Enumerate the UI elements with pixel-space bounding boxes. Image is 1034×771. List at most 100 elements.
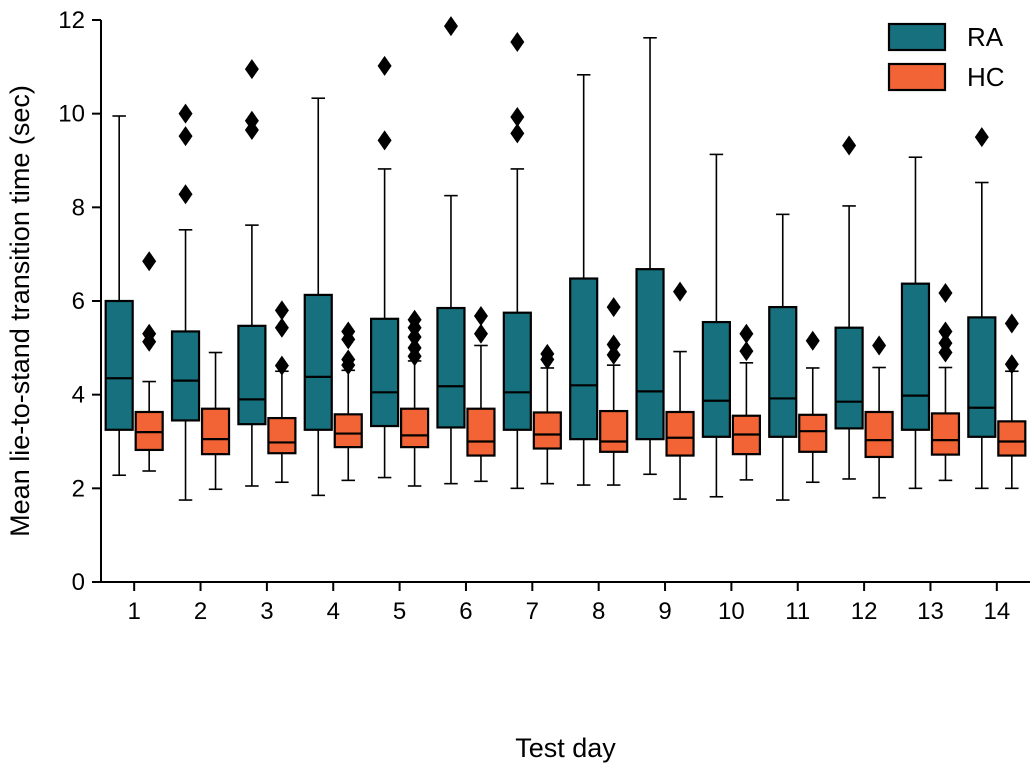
legend-swatch [887, 62, 947, 92]
iqr-box [104, 299, 134, 431]
box-ra-day-10 [701, 153, 731, 498]
plot-area [104, 16, 1027, 501]
x-axis-ticks: 1 2 3 4 5 6 7 8 9 10 11 12 13 14 [127, 582, 1010, 625]
y-tick-label: 0 [72, 569, 85, 596]
y-tick-label: 6 [72, 288, 85, 315]
y-tick-label: 2 [72, 475, 85, 502]
box-hc-day-4 [333, 321, 363, 482]
box-ra-day-2 [170, 103, 201, 501]
iqr-box [900, 282, 931, 431]
legend-item-hc: HC [887, 62, 1005, 92]
box-ra-day-11 [768, 213, 798, 501]
iqr-box [267, 416, 297, 455]
outlier-point [1004, 313, 1019, 334]
outlier-point [606, 344, 621, 365]
iqr-box [333, 413, 363, 449]
outlier-point [510, 106, 525, 127]
iqr-box [170, 330, 201, 422]
y-tick-label: 8 [72, 194, 85, 221]
outlier-point [178, 184, 193, 205]
outlier-point [606, 297, 621, 318]
outlier-point [739, 323, 754, 344]
x-tick-label: 7 [526, 598, 539, 625]
x-tick-label: 2 [194, 598, 207, 625]
box-hc-day-9 [665, 281, 695, 500]
x-axis-title: Test day [515, 733, 616, 763]
legend-label: RA [967, 22, 1004, 52]
y-tick-label: 12 [58, 7, 85, 34]
outlier-point [872, 335, 887, 356]
iqr-box [864, 410, 894, 459]
outlier-point [244, 59, 259, 80]
box-hc-day-10 [731, 323, 761, 481]
iqr-box [569, 277, 599, 441]
outlier-point [938, 321, 953, 342]
box-ra-day-1 [104, 115, 134, 477]
outlier-point [473, 305, 488, 326]
box-ra-day-8 [569, 73, 599, 486]
box-ra-day-14 [967, 127, 997, 490]
x-tick-label: 13 [917, 598, 944, 625]
iqr-box [967, 316, 997, 438]
outlier-point [142, 323, 157, 344]
box-ra-day-6 [436, 16, 466, 485]
iqr-box [200, 407, 231, 456]
legend: RA HC [887, 22, 1005, 92]
iqr-box [134, 410, 164, 452]
iqr-box [768, 305, 798, 438]
series-ra [104, 16, 997, 501]
box-ra-day-4 [303, 97, 333, 497]
x-tick-label: 1 [127, 598, 140, 625]
iqr-box [701, 320, 731, 438]
series-hc [134, 251, 1027, 500]
outlier-point [407, 337, 422, 358]
iqr-box [599, 409, 629, 453]
iqr-box [370, 317, 400, 428]
box-ra-day-5 [370, 55, 400, 479]
box-ra-day-13 [900, 156, 931, 490]
outlier-point [739, 341, 754, 362]
box-hc-day-2 [200, 351, 231, 491]
box-hc-day-7 [532, 343, 562, 485]
box-hc-day-11 [798, 330, 828, 484]
outlier-point [377, 55, 392, 76]
y-axis-ticks: 0 2 4 6 8 10 12 [58, 7, 101, 596]
iqr-box [237, 324, 267, 426]
box-hc-day-13 [930, 283, 961, 482]
iqr-box [930, 412, 961, 456]
box-hc-day-14 [997, 313, 1027, 490]
outlier-point [842, 135, 857, 156]
y-tick-label: 4 [72, 382, 85, 409]
outlier-point [443, 16, 458, 37]
outlier-point [805, 330, 820, 351]
outlier-point [938, 283, 953, 304]
iqr-box [532, 411, 562, 450]
outlier-point [274, 355, 289, 376]
outlier-point [510, 123, 525, 144]
box-hc-day-12 [864, 335, 894, 499]
box-hc-day-8 [599, 297, 629, 486]
iqr-box [834, 326, 864, 430]
iqr-box [303, 293, 333, 431]
box-hc-day-5 [400, 309, 430, 487]
iqr-box [798, 413, 828, 453]
outlier-point [938, 333, 953, 354]
outlier-point [377, 130, 392, 151]
outlier-point [178, 126, 193, 147]
iqr-box [665, 410, 695, 457]
outlier-point [473, 323, 488, 344]
x-tick-label: 12 [851, 598, 878, 625]
outlier-point [178, 103, 193, 124]
x-tick-label: 3 [260, 598, 273, 625]
y-tick-label: 10 [58, 101, 85, 128]
iqr-box [466, 407, 496, 457]
iqr-box [400, 407, 430, 449]
box-ra-day-3 [237, 59, 267, 487]
x-tick-label: 11 [785, 598, 810, 625]
outlier-point [244, 110, 259, 131]
iqr-box [436, 306, 466, 429]
box-ra-day-7 [502, 32, 532, 490]
box-hc-day-3 [267, 300, 297, 484]
